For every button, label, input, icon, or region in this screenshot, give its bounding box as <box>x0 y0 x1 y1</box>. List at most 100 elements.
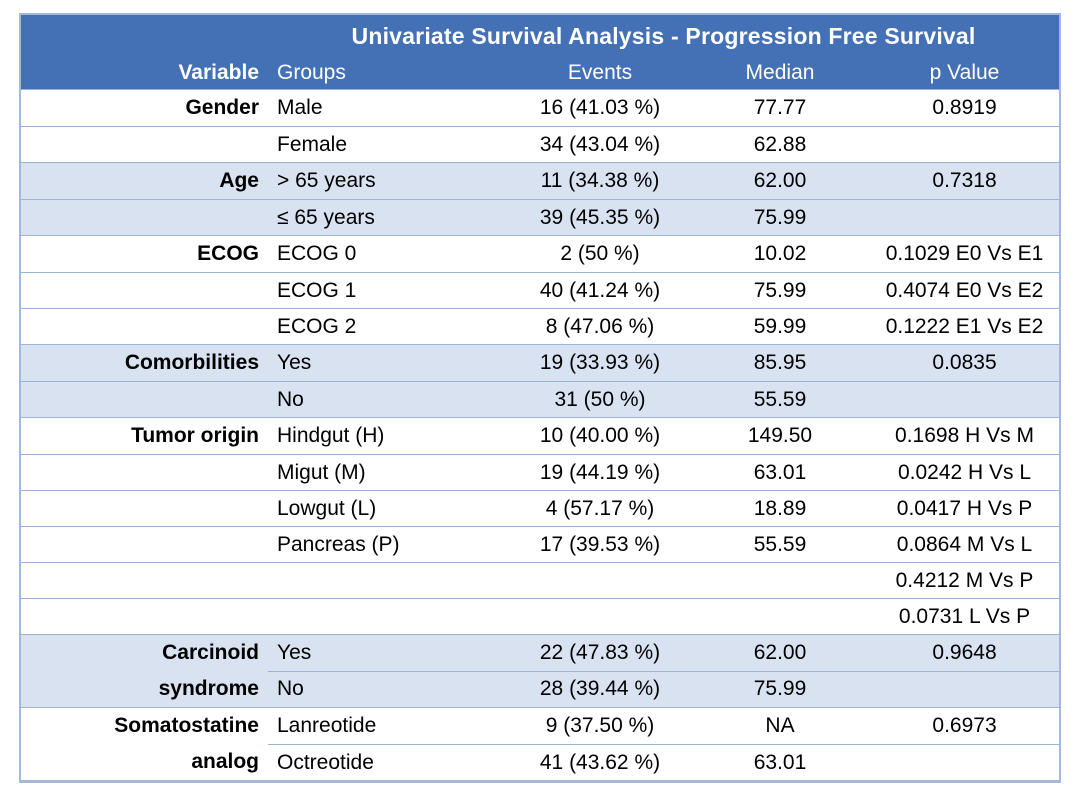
group-cell: ≤ 65 years <box>268 199 510 236</box>
events-cell: 4 (57.17 %) <box>510 490 690 527</box>
pvalue-cell: 0.0417 H Vs P <box>870 490 1061 527</box>
table-row: Pancreas (P) 17 (39.53 %) 55.59 0.0864 M Vs… <box>20 526 1061 563</box>
pvalue-cell: 0.9648 <box>870 634 1061 671</box>
variable-cell: Tumor origin <box>20 417 268 455</box>
events-cell: 16 (41.03 %) <box>510 89 690 127</box>
column-header-pvalue: p Value <box>929 61 1000 84</box>
variable-cell <box>20 490 268 527</box>
table-row: ≤ 65 years 39 (45.35 %) 75.99 <box>20 199 1061 236</box>
median-cell: 59.99 <box>690 308 870 345</box>
pvalue-cell <box>870 381 1061 418</box>
events-cell: 34 (43.04 %) <box>510 126 690 163</box>
table-row: Tumor origin Hindgut (H) 10 (40.00 %) 149.5… <box>20 417 1061 455</box>
median-cell: 62.00 <box>690 634 870 671</box>
pvalue-cell <box>870 744 1061 782</box>
events-cell: 17 (39.53 %) <box>510 526 690 563</box>
events-cell: 19 (33.93 %) <box>510 344 690 382</box>
variable-cell: Somatostatine analog <box>20 707 268 782</box>
median-cell: 75.99 <box>690 670 870 708</box>
variable-cell <box>20 308 268 345</box>
events-cell: 11 (34.38 %) <box>510 162 690 200</box>
events-cell: 2 (50 %) <box>510 235 690 273</box>
table-row: Comorbilities Yes 19 (33.93 %) 85.95 0.0835 <box>20 344 1061 382</box>
variable-cell <box>20 272 268 309</box>
group-cell: Octreotide <box>268 744 510 782</box>
pvalue-cell <box>870 670 1061 708</box>
table-header: Univariate Survival Analysis - Progressi… <box>20 14 1061 90</box>
pvalue-cell: 0.8919 <box>870 89 1061 127</box>
pvalue-cell: 0.1698 H Vs M <box>870 417 1061 455</box>
pvalue-cell: 0.1222 E1 Vs E2 <box>870 308 1061 345</box>
variable-cell <box>20 381 268 418</box>
events-cell: 39 (45.35 %) <box>510 199 690 236</box>
table-row: Lowgut (L) 4 (57.17 %) 18.89 0.0417 H Vs P <box>20 490 1061 527</box>
variable-label: syndrome <box>158 677 259 700</box>
group-cell: ECOG 2 <box>268 308 510 345</box>
group-cell: > 65 years <box>268 162 510 200</box>
group-cell <box>268 598 510 635</box>
median-cell: 10.02 <box>690 235 870 273</box>
column-header-row: Variable Groups Events Median p Value <box>20 57 1061 90</box>
column-header-events: Events <box>567 61 633 84</box>
variable-cell: ECOG <box>20 235 268 273</box>
pvalue-cell: 0.0242 H Vs L <box>870 454 1061 491</box>
variable-cell <box>20 562 268 599</box>
variable-label: Carcinoid <box>162 641 259 664</box>
group-cell: Lanreotide <box>268 707 510 745</box>
table-body: Gender Male 16 (41.03 %) 77.77 0.8919 Female 3… <box>20 89 1061 782</box>
variable-cell: Comorbilities <box>20 344 268 382</box>
events-cell: 8 (47.06 %) <box>510 308 690 345</box>
survival-analysis-table: Univariate Survival Analysis - Progressi… <box>19 13 1062 783</box>
variable-cell: Gender <box>20 89 268 127</box>
group-cell: Female <box>268 126 510 163</box>
group-cell: No <box>268 670 510 708</box>
column-header-groups: Groups <box>277 61 346 84</box>
median-cell: 75.99 <box>690 272 870 309</box>
variable-cell <box>20 526 268 563</box>
group-cell: No <box>268 381 510 418</box>
group-cell: Pancreas (P) <box>268 526 510 563</box>
table-row: Octreotide 41 (43.62 %) 63.01 <box>20 744 1061 782</box>
median-cell: 63.01 <box>690 454 870 491</box>
events-cell: 19 (44.19 %) <box>510 454 690 491</box>
group-cell: Yes <box>268 344 510 382</box>
group-cell: Male <box>268 89 510 127</box>
events-cell: 31 (50 %) <box>510 381 690 418</box>
pvalue-cell <box>870 126 1061 163</box>
variable-cell: Age <box>20 162 268 200</box>
variable-label: analog <box>191 750 259 773</box>
table-row: No 31 (50 %) 55.59 <box>20 381 1061 418</box>
median-cell: 18.89 <box>690 490 870 527</box>
pvalue-cell: 0.0731 L Vs P <box>870 598 1061 635</box>
variable-cell <box>20 126 268 163</box>
events-cell: 28 (39.44 %) <box>510 670 690 708</box>
median-cell: 149.50 <box>690 417 870 455</box>
variable-cell: Carcinoid syndrome <box>20 634 268 708</box>
median-cell: 62.00 <box>690 162 870 200</box>
median-cell: 77.77 <box>690 89 870 127</box>
median-cell: 85.95 <box>690 344 870 382</box>
column-header-variable: Variable <box>178 61 259 84</box>
variable-cell <box>20 199 268 236</box>
pvalue-cell: 0.4212 M Vs P <box>870 562 1061 599</box>
table-row: Carcinoid syndrome Yes 22 (47.83 %) 62.00 0.9… <box>20 634 1061 708</box>
pvalue-cell: 0.0835 <box>870 344 1061 382</box>
table-row: Somatostatine analog Lanreotide 9 (37.50 %)… <box>20 707 1061 782</box>
variable-cell <box>20 454 268 491</box>
variable-label: Somatostatine <box>114 714 259 737</box>
pvalue-cell: 0.4074 E0 Vs E2 <box>870 272 1061 309</box>
pvalue-cell <box>870 199 1061 236</box>
median-cell: 55.59 <box>690 526 870 563</box>
group-cell: ECOG 1 <box>268 272 510 309</box>
group-cell: Migut (M) <box>268 454 510 491</box>
title-spacer-cell <box>20 14 268 57</box>
table-row: Gender Male 16 (41.03 %) 77.77 0.8919 <box>20 89 1061 127</box>
pvalue-cell: 0.1029 E0 Vs E1 <box>870 235 1061 273</box>
pvalue-cell: 0.6973 <box>870 707 1061 745</box>
group-cell: ECOG 0 <box>268 235 510 273</box>
median-cell: 55.59 <box>690 381 870 418</box>
events-cell: 22 (47.83 %) <box>510 634 690 671</box>
median-cell: 63.01 <box>690 744 870 782</box>
pvalue-cell: 0.7318 <box>870 162 1061 200</box>
